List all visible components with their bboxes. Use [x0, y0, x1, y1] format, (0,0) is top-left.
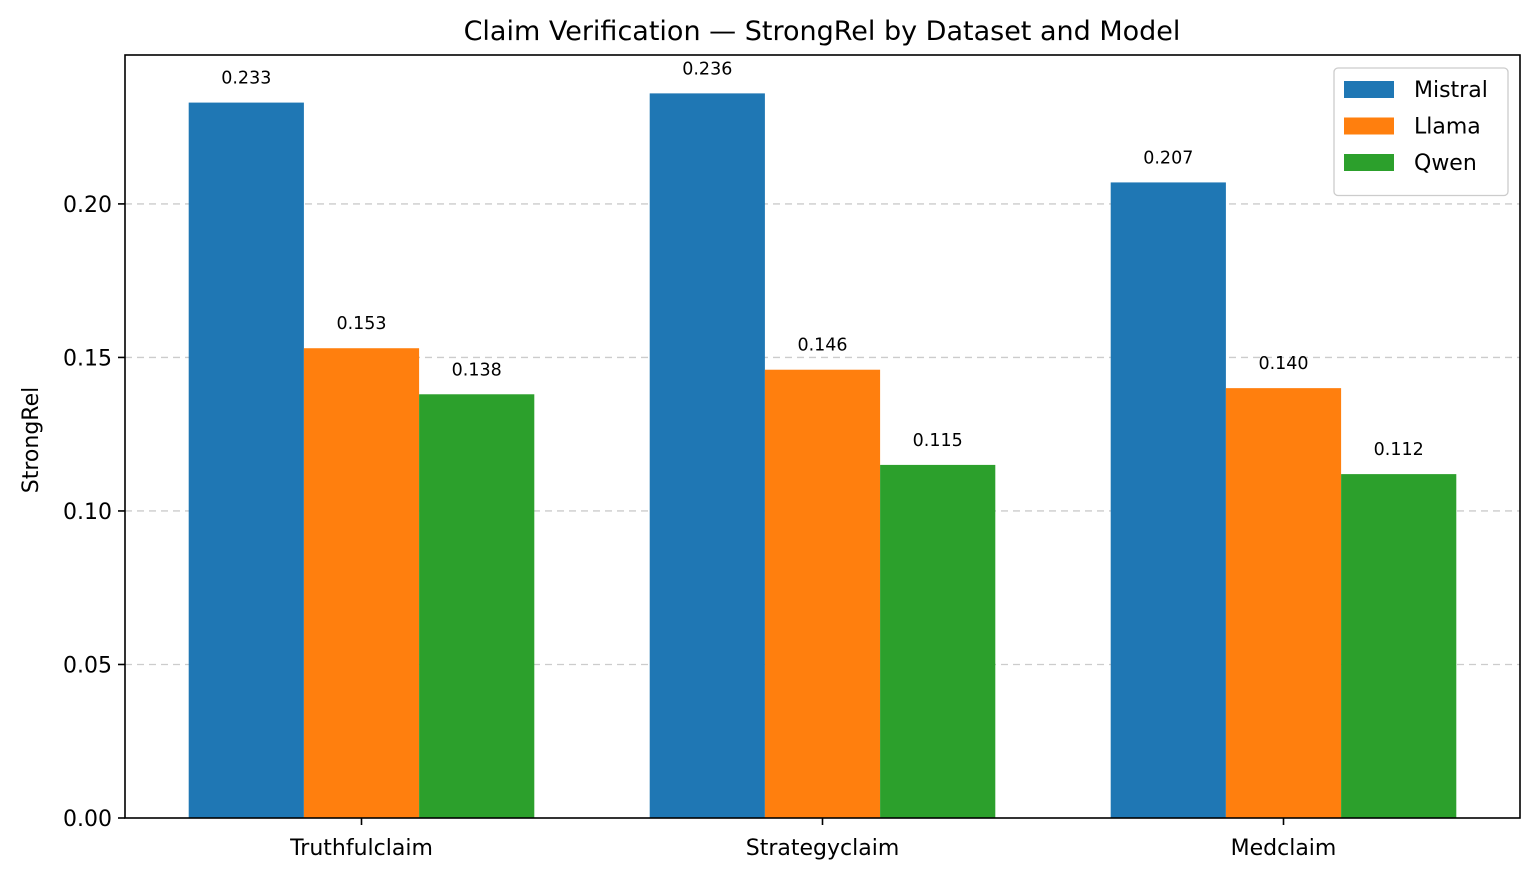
bar-qwen-strategyclaim: [880, 464, 996, 818]
value-label-llama-strategyclaim: 0.146: [797, 336, 847, 356]
bar-mistral-truthfulclaim: [188, 102, 304, 818]
x-tick-label-medclaim: Medclaim: [1231, 836, 1337, 861]
y-axis-label: StrongRel: [19, 387, 44, 493]
bar-value-labels: 0.233 0.153 0.138 0.236 0.146 0.115 0.207 0.140…: [221, 59, 1424, 460]
value-label-qwen-medclaim: 0.112: [1374, 440, 1424, 460]
bar-mistral-strategyclaim: [649, 93, 765, 819]
x-tick-label-strategyclaim: Strategyclaim: [746, 836, 900, 861]
value-label-qwen-truthfulclaim: 0.138: [452, 360, 502, 380]
y-tick-label-0-00: 0.00: [63, 807, 112, 832]
legend-swatch-mistral: [1344, 81, 1394, 98]
legend-swatch-llama: [1344, 117, 1394, 135]
bar-llama-medclaim: [1225, 388, 1342, 818]
y-axis: 0.00 0.05 0.10 0.15 0.20: [63, 193, 125, 832]
bar-qwen-medclaim: [1341, 474, 1457, 818]
bar-qwen-truthfulclaim: [419, 394, 535, 818]
value-label-mistral-truthfulclaim: 0.233: [221, 69, 271, 89]
y-tick-label-0-10: 0.10: [63, 500, 112, 525]
value-label-mistral-strategyclaim: 0.236: [682, 59, 732, 79]
legend-label-qwen: Qwen: [1414, 151, 1477, 176]
legend-label-mistral: Mistral: [1414, 78, 1488, 103]
value-label-llama-truthfulclaim: 0.153: [336, 314, 386, 334]
value-label-llama-medclaim: 0.140: [1258, 354, 1308, 374]
x-tick-label-truthfulclaim: Truthfulclaim: [289, 836, 433, 861]
value-label-qwen-strategyclaim: 0.115: [913, 431, 963, 451]
y-tick-label-0-20: 0.20: [63, 193, 112, 218]
legend-label-llama: Llama: [1414, 115, 1481, 140]
bar-llama-truthfulclaim: [303, 348, 420, 818]
bar-mistral-medclaim: [1110, 182, 1226, 818]
y-tick-label-0-05: 0.05: [63, 653, 112, 678]
x-axis: Truthfulclaim Strategyclaim Medclaim: [289, 818, 1336, 861]
value-label-mistral-medclaim: 0.207: [1143, 148, 1193, 168]
y-tick-label-0-15: 0.15: [63, 346, 112, 371]
bars: [188, 93, 1457, 819]
legend-swatch-qwen: [1344, 154, 1394, 171]
bar-llama-strategyclaim: [764, 369, 881, 818]
chart-title: Claim Verification — StrongRel by Datase…: [464, 16, 1181, 47]
legend: Mistral Llama Qwen: [1333, 67, 1509, 197]
